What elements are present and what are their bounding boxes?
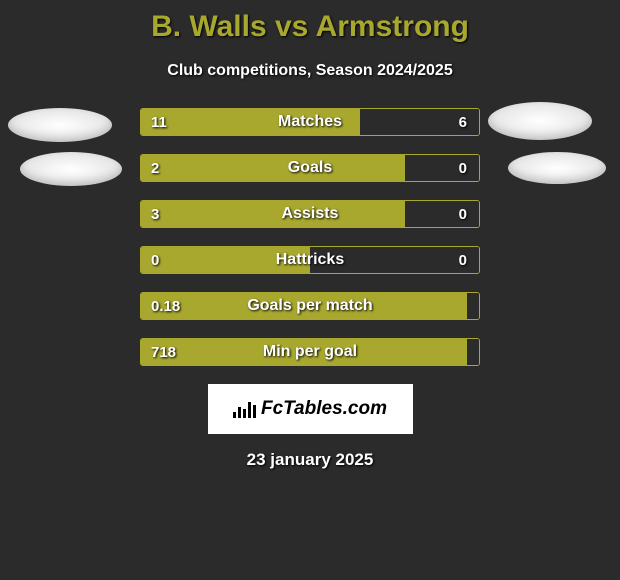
fctables-logo-text: FcTables.com	[261, 398, 387, 420]
fctables-logo-icon	[233, 400, 255, 418]
stat-left-value: 718	[141, 339, 467, 365]
stat-left-value: 0	[141, 247, 310, 273]
stat-left-value: 11	[141, 109, 360, 135]
fctables-logo: FcTables.com	[208, 384, 413, 434]
page-title: B. Walls vs Armstrong	[0, 0, 620, 44]
player-avatar	[508, 152, 606, 184]
stat-right-value: 6	[360, 109, 479, 135]
stat-bars: 116Matches 20Goals 30Assists 00Hattricks 0.1…	[140, 108, 480, 366]
page-subtitle: Club competitions, Season 2024/2025	[0, 62, 620, 80]
date-label: 23 january 2025	[0, 450, 620, 470]
player-avatar	[20, 152, 122, 186]
stat-row: 30Assists	[140, 200, 480, 228]
stat-left-value: 2	[141, 155, 405, 181]
comparison-panel: 116Matches 20Goals 30Assists 00Hattricks 0.1…	[0, 108, 620, 470]
player-avatar	[8, 108, 112, 142]
stat-right-value	[467, 293, 479, 319]
stat-left-value: 0.18	[141, 293, 467, 319]
stat-right-value: 0	[310, 247, 479, 273]
stat-row: 20Goals	[140, 154, 480, 182]
stat-row: 116Matches	[140, 108, 480, 136]
stat-row: 0.18Goals per match	[140, 292, 480, 320]
stat-row: 718Min per goal	[140, 338, 480, 366]
stat-left-value: 3	[141, 201, 405, 227]
stat-right-value: 0	[405, 201, 479, 227]
stat-right-value: 0	[405, 155, 479, 181]
player-avatar	[488, 102, 592, 140]
stat-right-value	[467, 339, 479, 365]
stat-row: 00Hattricks	[140, 246, 480, 274]
